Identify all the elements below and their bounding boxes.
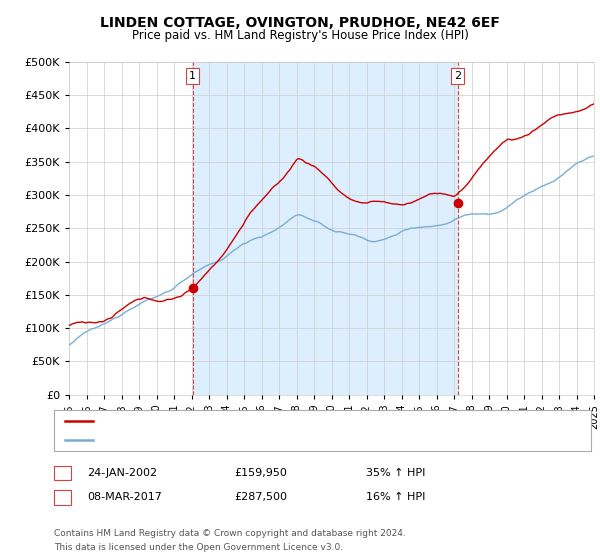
Text: LINDEN COTTAGE, OVINGTON, PRUDHOE, NE42 6EF (detached house): LINDEN COTTAGE, OVINGTON, PRUDHOE, NE42 … — [99, 417, 462, 426]
Text: This data is licensed under the Open Government Licence v3.0.: This data is licensed under the Open Gov… — [54, 543, 343, 552]
Text: 24-JAN-2002: 24-JAN-2002 — [87, 468, 157, 478]
Text: 1: 1 — [59, 468, 66, 478]
Bar — [193, 62, 458, 395]
Text: HPI: Average price, detached house, Northumberland: HPI: Average price, detached house, Nort… — [99, 435, 378, 445]
Text: 35% ↑ HPI: 35% ↑ HPI — [366, 468, 425, 478]
Text: Contains HM Land Registry data © Crown copyright and database right 2024.: Contains HM Land Registry data © Crown c… — [54, 529, 406, 538]
Text: £159,950: £159,950 — [234, 468, 287, 478]
Text: 08-MAR-2017: 08-MAR-2017 — [87, 492, 162, 502]
Text: Price paid vs. HM Land Registry's House Price Index (HPI): Price paid vs. HM Land Registry's House … — [131, 29, 469, 42]
Text: 2: 2 — [59, 492, 66, 502]
Text: LINDEN COTTAGE, OVINGTON, PRUDHOE, NE42 6EF: LINDEN COTTAGE, OVINGTON, PRUDHOE, NE42 … — [100, 16, 500, 30]
Text: £287,500: £287,500 — [234, 492, 287, 502]
Text: 2: 2 — [454, 71, 461, 81]
Text: 1: 1 — [189, 71, 196, 81]
Text: 16% ↑ HPI: 16% ↑ HPI — [366, 492, 425, 502]
